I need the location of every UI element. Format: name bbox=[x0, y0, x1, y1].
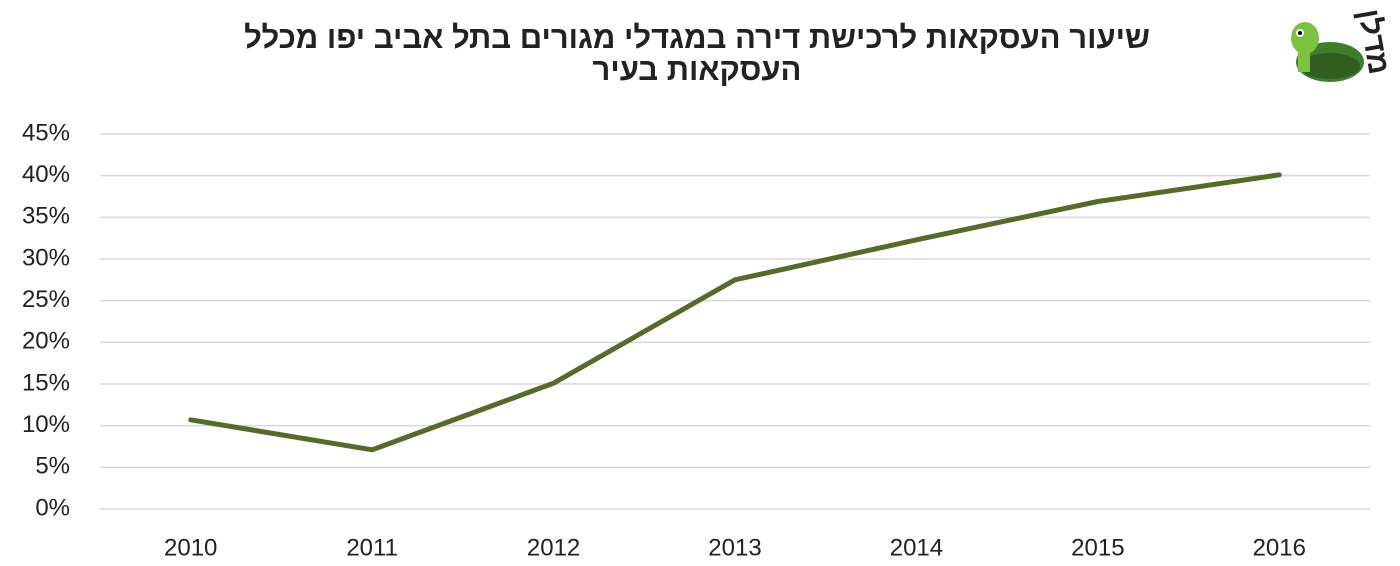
y-tick-label: 10% bbox=[22, 411, 70, 438]
x-tick-label: 2014 bbox=[890, 534, 943, 561]
y-tick-label: 15% bbox=[22, 369, 70, 396]
chart-title: שיעור העסקאות לרכישת דירה במגדלי מגורים … bbox=[244, 20, 1150, 55]
x-tick-label: 2013 bbox=[708, 534, 761, 561]
data-line bbox=[188, 172, 1282, 453]
y-tick-label: 40% bbox=[22, 161, 70, 188]
y-tick-label: 35% bbox=[22, 203, 70, 230]
x-tick-label: 2016 bbox=[1253, 534, 1306, 561]
logo: מדלן bbox=[1291, 7, 1395, 82]
y-tick-label: 5% bbox=[35, 453, 70, 480]
y-tick-label: 25% bbox=[22, 286, 70, 313]
x-tick-label: 2011 bbox=[346, 534, 398, 561]
x-tick-label: 2010 bbox=[164, 534, 217, 561]
y-tick-label: 0% bbox=[35, 494, 70, 521]
y-tick-label: 30% bbox=[22, 244, 70, 271]
y-tick-label: 20% bbox=[22, 328, 70, 355]
y-tick-label: 45% bbox=[22, 119, 70, 146]
x-tick-label: 2012 bbox=[527, 534, 580, 561]
x-tick-label: 2015 bbox=[1071, 534, 1124, 561]
chart-title: העסקאות בעיר bbox=[593, 52, 802, 87]
